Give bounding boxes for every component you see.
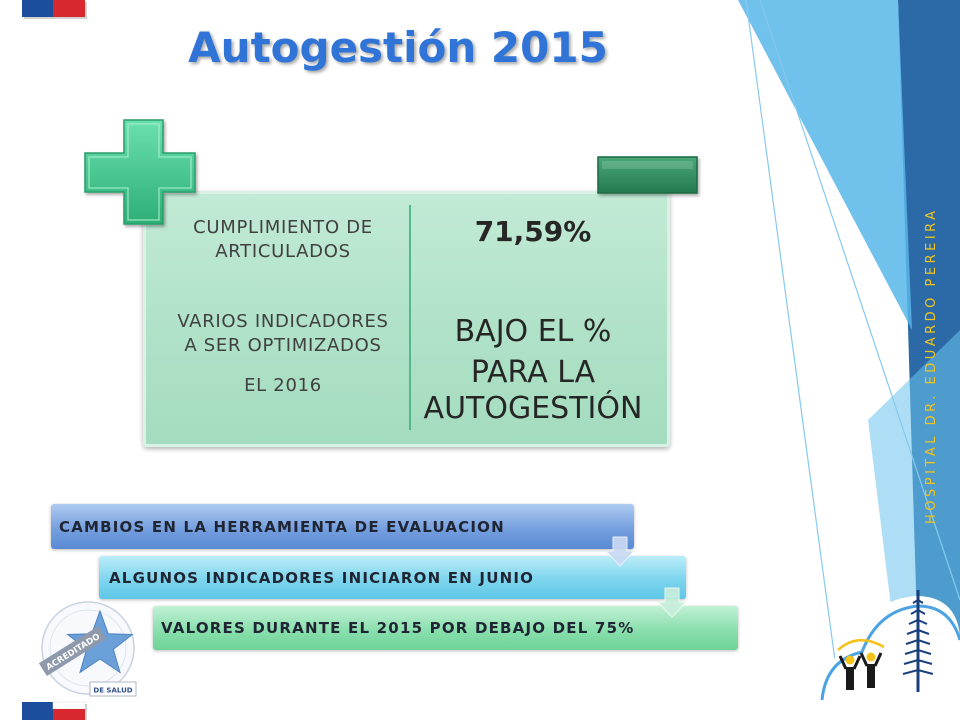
- right-decor-line: [745, 0, 844, 720]
- step-bar-3: VALORES DURANTE EL 2015 POR DEBAJO DEL 7…: [153, 606, 738, 650]
- compliance-percentage: 71,59%: [474, 215, 592, 248]
- left-item-line: EL 2016: [244, 375, 322, 396]
- step-bar-2: ALGUNOS INDICADORES INICIARON EN JUNIO: [99, 556, 686, 599]
- hospital-name-vertical: HOSPITAL DR. EDUARDO PEREIRA: [924, 207, 939, 525]
- left-item: EL 2016: [146, 374, 420, 398]
- column-divider: [409, 205, 411, 430]
- comparison-box: CUMPLIMIENTO DE ARTICULADOS VARIOS INDIC…: [143, 191, 670, 447]
- right-light-triangle-top: [738, 0, 912, 330]
- hospital-logo-backdrop: [810, 596, 960, 720]
- accreditation-footer-box: [89, 681, 137, 697]
- accreditation-logo: ACREDITADO DE SALUD: [38, 601, 137, 697]
- left-item: VARIOS INDICADORES A SER OPTIMIZADOS: [146, 310, 420, 358]
- step-bar-1: CAMBIOS EN LA HERRAMIENTA DE EVALUACION: [51, 504, 634, 549]
- hospital-logo-arc: [820, 604, 960, 701]
- hospital-logo: [810, 590, 960, 720]
- left-item-line: CUMPLIMIENTO DE: [193, 217, 373, 238]
- step-label: VALORES DURANTE EL 2015 POR DEBAJO DEL 7…: [161, 619, 635, 637]
- chile-flag-icon: [22, 701, 87, 720]
- left-item-line: A SER OPTIMIZADOS: [184, 335, 382, 356]
- chile-flag-icon: [22, 0, 87, 19]
- step-label: ALGUNOS INDICADORES INICIARON EN JUNIO: [109, 568, 535, 587]
- right-item-line: BAJO EL %: [454, 314, 612, 349]
- slide-title: Autogestión 2015: [188, 23, 608, 72]
- araucaria-tree-icon: [902, 590, 934, 692]
- left-item-line: VARIOS INDICADORES: [177, 311, 389, 332]
- step-label: CAMBIOS EN LA HERRAMIENTA DE EVALUACION: [59, 517, 505, 536]
- people-icon: [837, 639, 885, 690]
- right-item-line: AUTOGESTIÓN: [423, 391, 643, 426]
- left-item: CUMPLIMIENTO DE ARTICULADOS: [146, 216, 420, 264]
- right-decor-line: [759, 0, 960, 601]
- left-item-line: ARTICULADOS: [215, 241, 351, 262]
- accreditation-ribbon: [38, 626, 107, 676]
- right-item-line: PARA LA: [470, 355, 596, 390]
- accreditation-footer-text: DE SALUD: [93, 687, 132, 695]
